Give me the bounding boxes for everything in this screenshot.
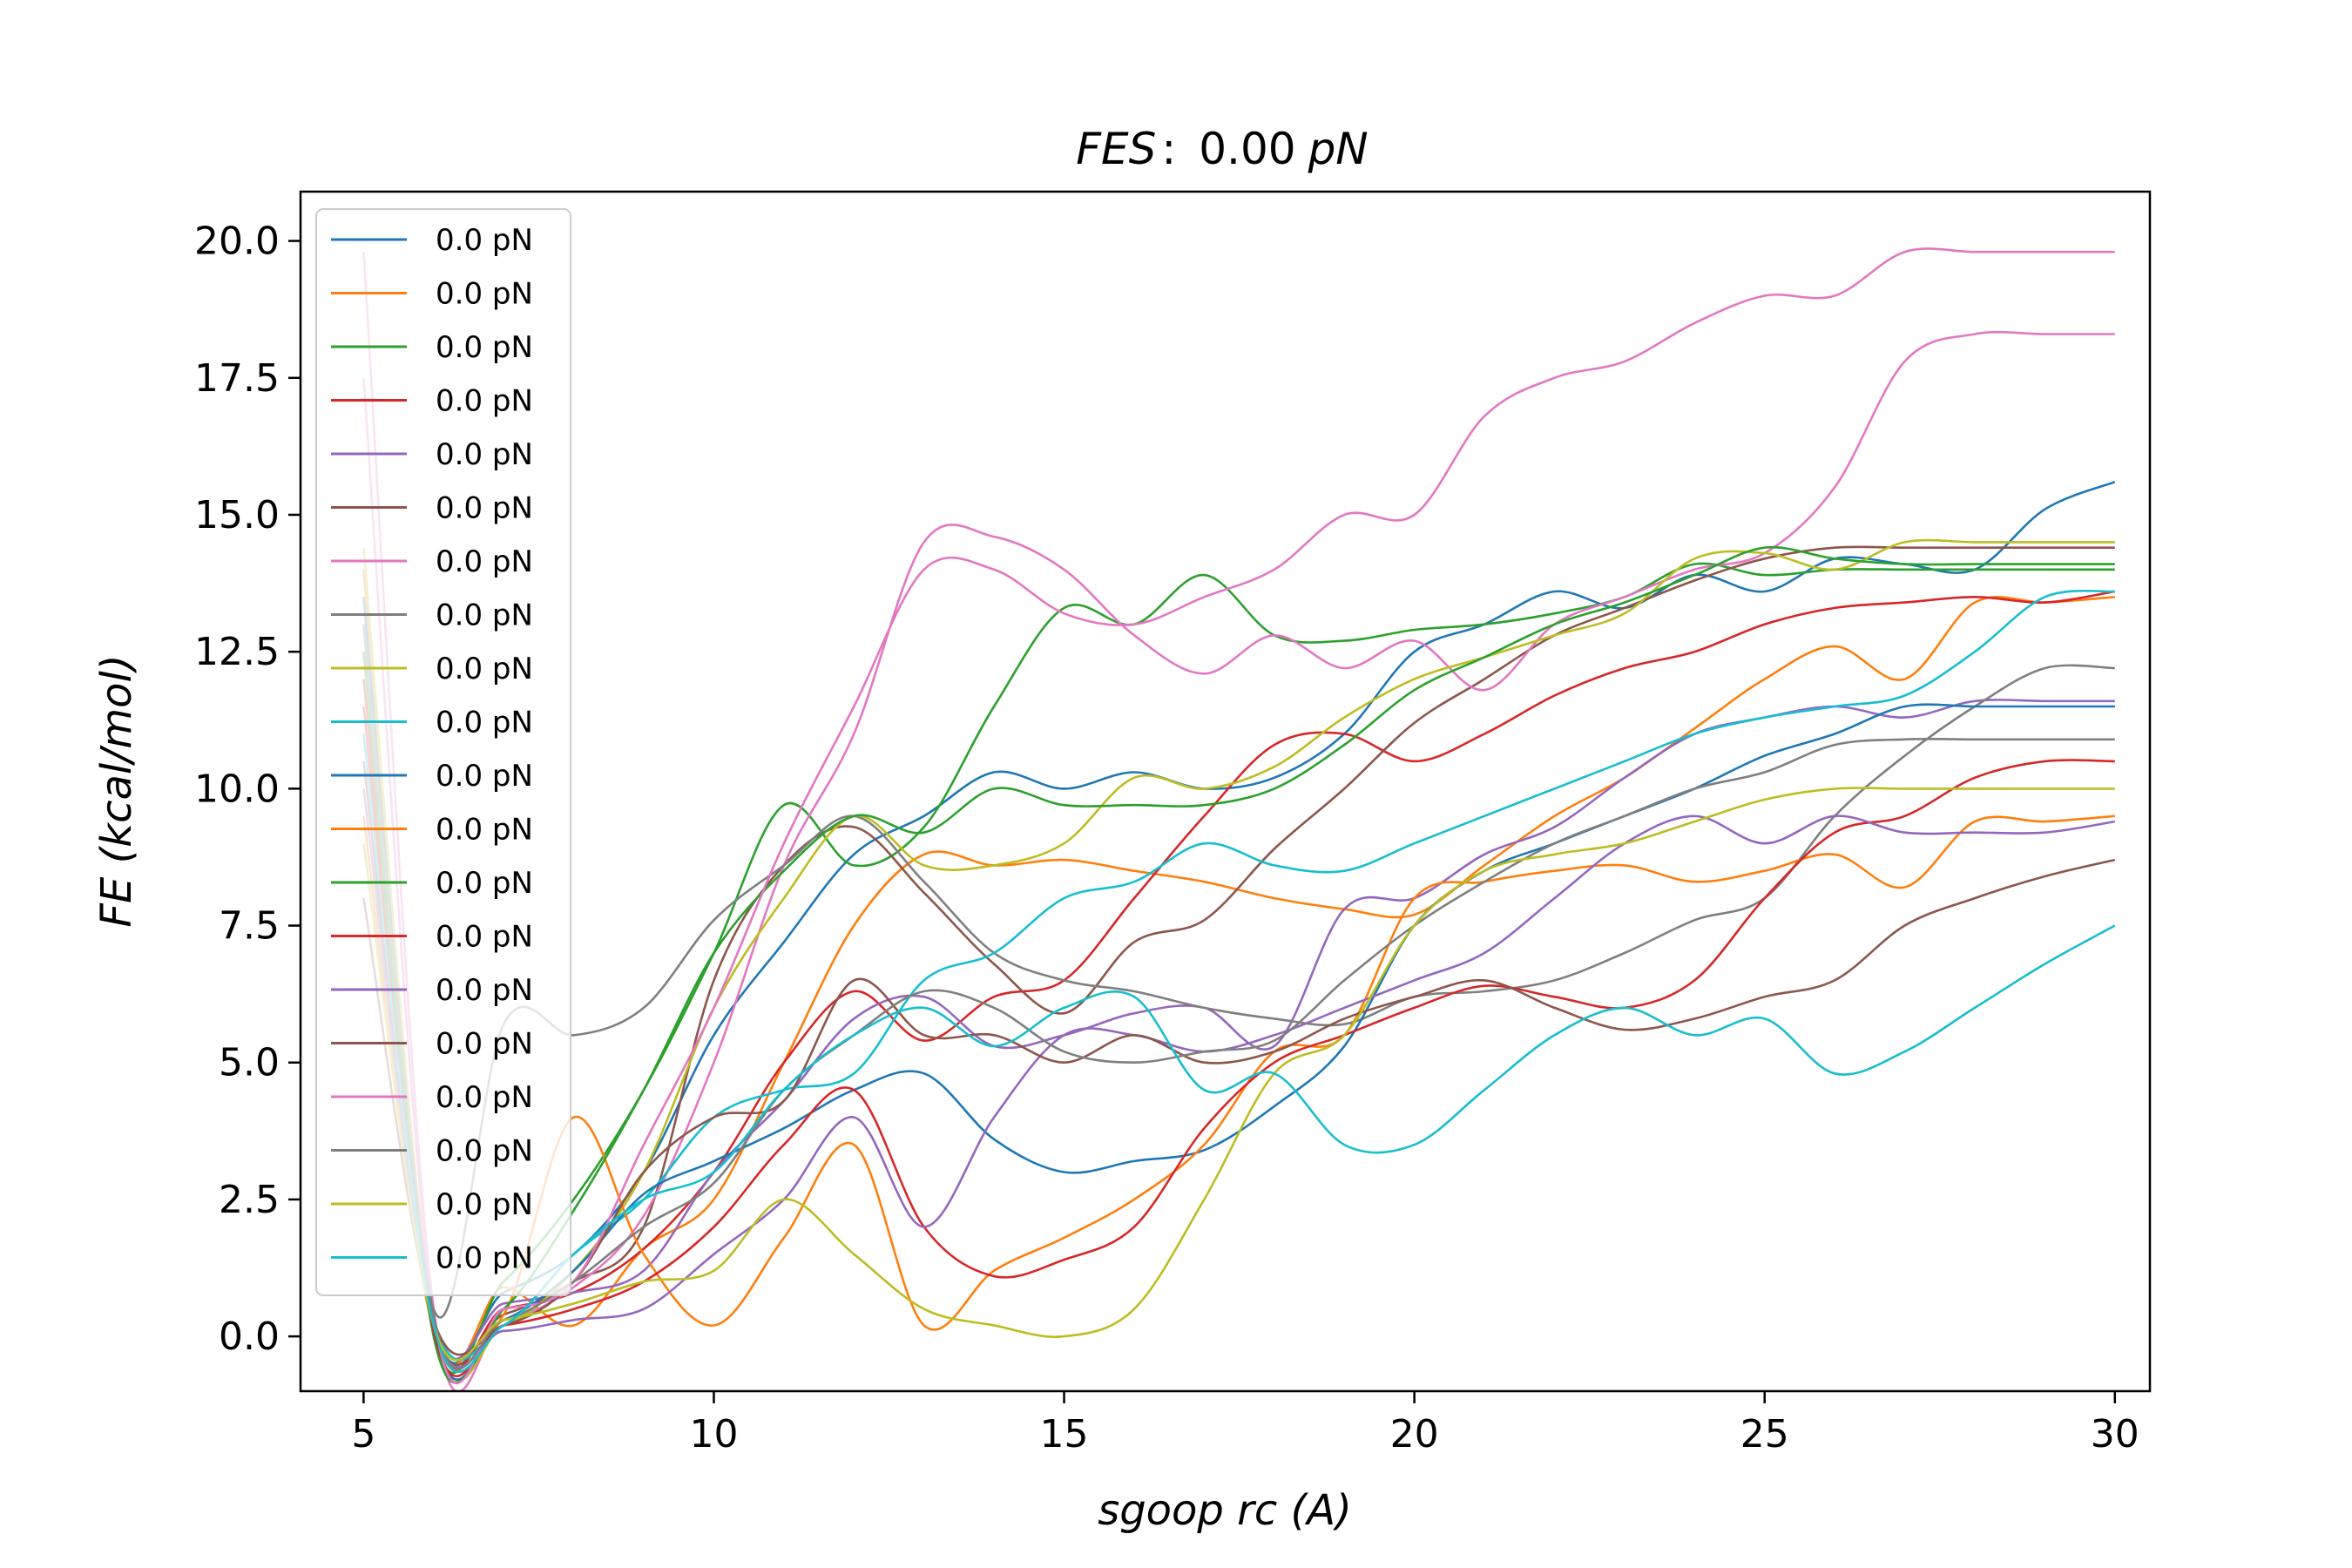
legend-entry-label: 0.0 pN	[436, 652, 533, 686]
plot-frame	[299, 190, 2152, 1393]
series-line-18	[362, 624, 2115, 1370]
title-unit: pN	[1308, 124, 1369, 174]
legend-entry-label: 0.0 pN	[436, 759, 533, 794]
legend: 0.0 pN 0.0 pN 0.0 pN 0.0 pN 0.0 pN 0.0 pN 0.0 …	[315, 208, 571, 1296]
title-value: 0.00	[1199, 124, 1295, 174]
x-tick-label: 10	[689, 1412, 738, 1456]
series-line-17	[362, 247, 2115, 1385]
legend-entry-label: 0.0 pN	[436, 706, 533, 740]
legend-entry-label: 0.0 pN	[436, 1187, 533, 1222]
x-axis: 5 10 15 20 25 30	[351, 1391, 2139, 1456]
y-tick-label: 7.5	[219, 904, 280, 949]
legend-entry-label: 0.0 pN	[436, 1027, 533, 1062]
legend-entry-label: 0.0 pN	[436, 1080, 533, 1115]
legend-entry-label: 0.0 pN	[436, 384, 533, 419]
title-main: FES	[1076, 124, 1156, 174]
series-line-19	[362, 787, 2115, 1362]
legend-entry-label: 0.0 pN	[436, 223, 533, 258]
x-axis-label: sgoop rc (A)	[1098, 1486, 1352, 1535]
y-tick-label: 15.0	[194, 493, 280, 537]
legend-entry-label: 0.0 pN	[436, 544, 533, 579]
legend-entry-label: 0.0 pN	[436, 491, 533, 526]
legend-entry-label: 0.0 pN	[436, 1134, 533, 1169]
x-tick-label: 20	[1390, 1412, 1439, 1456]
x-tick-label: 30	[2091, 1412, 2139, 1456]
series-line-9	[362, 538, 2115, 1382]
series-line-2	[362, 569, 2115, 1367]
legend-entry-label: 0.0 pN	[436, 277, 533, 312]
y-tick-label: 0.0	[219, 1315, 280, 1359]
legend-entry-label: 0.0 pN	[436, 598, 533, 633]
legend-entry-label: 0.0 pN	[436, 437, 533, 472]
legend-entry-label: 0.0 pN	[436, 330, 533, 365]
legend-entry-label: 0.0 pN	[436, 973, 533, 1008]
chart-title: FES:0.00 pN	[1076, 124, 1368, 174]
y-tick-label: 2.5	[219, 1178, 280, 1222]
y-tick-label: 10.0	[194, 767, 280, 811]
y-tick-label: 17.5	[194, 356, 280, 401]
y-tick-label: 5.0	[219, 1041, 280, 1085]
legend-entry-label: 0.0 pN	[436, 813, 533, 848]
legend-entry-label: 0.0 pN	[436, 920, 533, 955]
legend-entry-label: 0.0 pN	[436, 866, 533, 901]
y-axis-label: FE (kcal/mol)	[92, 654, 141, 927]
y-tick-label: 12.5	[194, 630, 280, 674]
legend-box	[315, 208, 571, 1296]
title-separator: :	[1161, 124, 1176, 174]
y-tick-label: 20.0	[194, 220, 280, 264]
y-axis: 0.0 2.5 5.0 7.5 10.0 12.5 15.0 17.5 20.0	[194, 220, 301, 1359]
legend-entry-label: 0.0 pN	[436, 1241, 533, 1276]
x-tick-label: 5	[351, 1412, 375, 1456]
x-tick-label: 15	[1040, 1412, 1089, 1456]
series-line-14	[362, 706, 2115, 1377]
x-tick-label: 25	[1740, 1412, 1789, 1456]
